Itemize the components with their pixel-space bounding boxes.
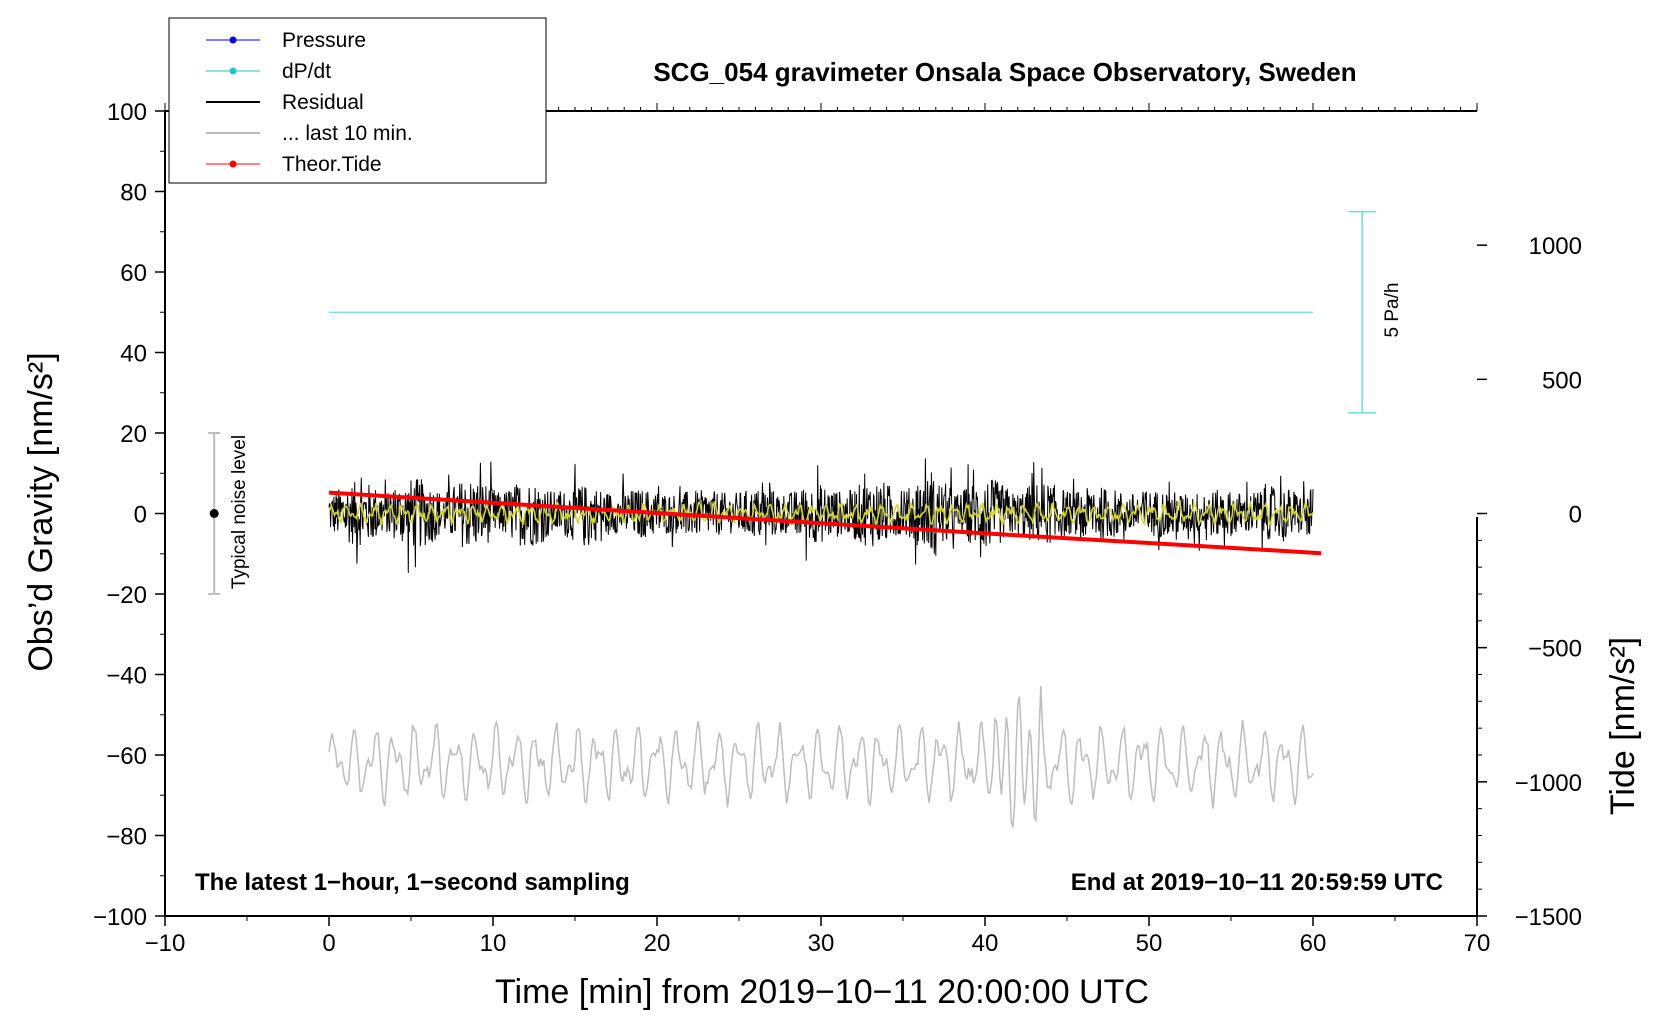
series-last-10-min-line <box>328 686 1314 828</box>
legend-box <box>168 17 547 184</box>
y-axis-title-left: Obs’d Gravity [nm/s²] <box>22 352 60 671</box>
legend-label-dpdt: dP/dt <box>282 60 331 83</box>
y-left-tick-label: 0 <box>134 502 147 529</box>
annotation-bottom-right: End at 2019−10−11 20:59:59 UTC <box>1071 869 1443 896</box>
x-tick-label: 30 <box>808 930 835 957</box>
legend-item-theor-tide: Theor.Tide <box>206 153 382 176</box>
legend-marker-pressure <box>229 36 237 44</box>
x-tick-label: −10 <box>145 930 186 957</box>
y-right-tick-label: 1000 <box>1529 233 1582 260</box>
noise-level-label: Typical noise level <box>229 435 250 589</box>
y-right-tick-label: −1000 <box>1515 770 1582 797</box>
legend-label-last-10-min: ... last 10 min. <box>282 122 413 145</box>
legend-label-theor-tide: Theor.Tide <box>282 153 382 176</box>
x-tick-label: 20 <box>644 930 671 957</box>
y-left-tick-label: −60 <box>106 743 147 770</box>
x-tick-label: 10 <box>480 930 507 957</box>
x-tick-label: 50 <box>1136 930 1163 957</box>
y-left-tick-label: −20 <box>106 582 147 609</box>
y-left-tick-label: 60 <box>120 260 147 287</box>
series-residual-smoothed-line <box>328 499 1314 528</box>
y-left-tick-label: −80 <box>106 824 147 851</box>
y-left-tick-label: 40 <box>120 341 147 368</box>
legend-item-dpdt: dP/dt <box>206 60 331 83</box>
y-axis-title-right: Tide [nm/s²] <box>1604 637 1642 815</box>
y-left-tick-label: 100 <box>107 99 147 126</box>
y-left-tick-label: −40 <box>106 663 147 690</box>
legend-label-pressure: Pressure <box>282 29 366 52</box>
x-axis-title: Time [min] from 2019−10−11 20:00:00 UTC <box>495 973 1149 1011</box>
annotation-bottom-left: The latest 1−hour, 1−second sampling <box>195 869 630 896</box>
plot-layer: −10 0 10 20 30 40 50 60 70100806040200−20−40−60−… <box>93 99 1582 957</box>
legend-item-last-10-min: ... last 10 min. <box>206 122 413 145</box>
legend-item-residual: Residual <box>206 91 364 114</box>
x-tick-label: 0 <box>322 930 335 957</box>
x-tick-label: 60 <box>1300 930 1327 957</box>
y-right-tick-label: 500 <box>1542 367 1582 394</box>
y-left-tick-label: 20 <box>120 421 147 448</box>
series-theor-tide-line <box>328 490 1322 556</box>
scale-bar-label: 5 Pa/h <box>1382 283 1403 338</box>
y-left-tick-label: 80 <box>120 180 147 207</box>
legend-marker-dpdt <box>229 67 237 75</box>
y-right-tick-label: −500 <box>1528 636 1582 663</box>
y-right-tick-label: 0 <box>1569 502 1582 529</box>
legend-item-pressure: Pressure <box>206 29 366 52</box>
chart-title: SCG_054 gravimeter Onsala Space Observat… <box>653 57 1356 87</box>
x-tick-label: 70 <box>1464 930 1491 957</box>
series-residual-line <box>328 458 1314 573</box>
x-tick-label: 40 <box>972 930 999 957</box>
legend-marker-theor-tide <box>229 160 237 168</box>
y-right-tick-label: −1500 <box>1515 904 1582 931</box>
legend: Pressure dP/dt Residual ... last 10 min.… <box>168 17 547 184</box>
noise-bar-center-dot <box>209 509 219 518</box>
y-left-tick-label: −100 <box>93 904 147 931</box>
legend-label-residual: Residual <box>282 91 364 114</box>
